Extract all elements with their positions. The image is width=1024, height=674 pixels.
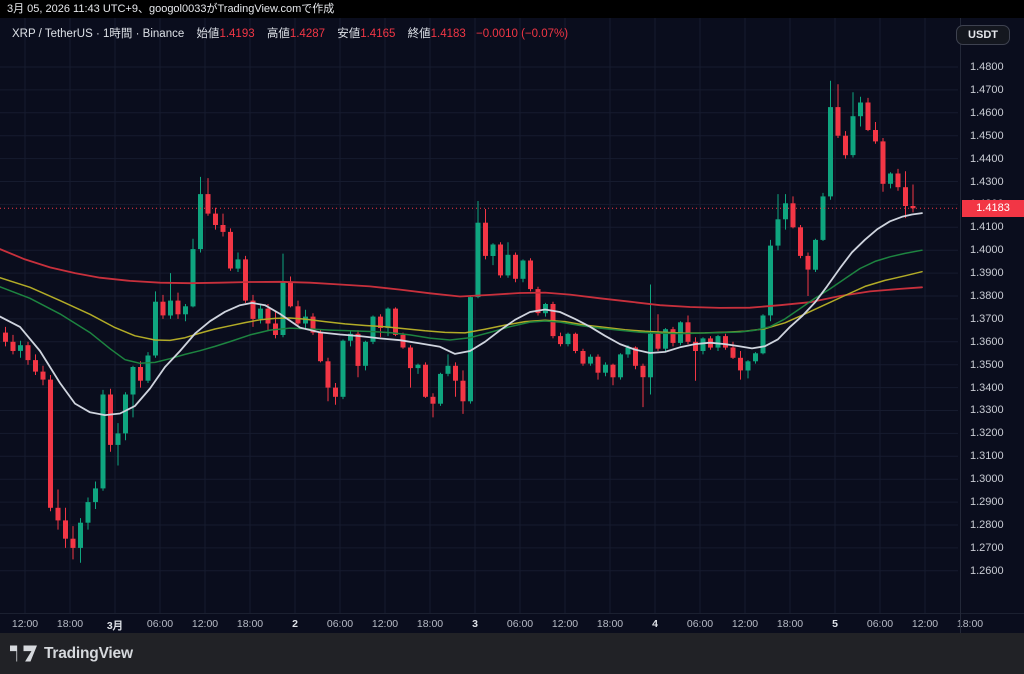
tradingview-logo-link[interactable]: TradingView <box>10 643 133 664</box>
time-tick-label: 2 <box>292 618 298 630</box>
time-tick-label: 18:00 <box>776 618 804 630</box>
price-chart[interactable] <box>0 18 1024 613</box>
time-tick-label: 06:00 <box>326 618 354 630</box>
price-tick-label: 1.3000 <box>970 473 1004 485</box>
time-tick-label: 18:00 <box>956 618 984 630</box>
time-tick-label: 3月 <box>106 620 124 632</box>
symbol-name: XRP / TetherUS <box>12 28 93 40</box>
price-tick-label: 1.3300 <box>970 404 1004 416</box>
attribution-text: 3月 05, 2026 11:43 UTC+9、googol0033がTradi… <box>7 3 335 15</box>
price-tick-label: 1.4800 <box>970 61 1004 73</box>
time-tick-label: 12:00 <box>911 618 939 630</box>
tradingview-logo-icon <box>10 645 37 662</box>
open-value: 1.4193 <box>219 28 255 40</box>
low-group: 安値1.4165 <box>337 28 395 40</box>
time-tick-label: 4 <box>652 618 658 630</box>
open-group: 始値1.4193 <box>196 28 254 40</box>
symbol-legend: XRP / TetherUS · 1時間 · Binance 始値1.4193 … <box>12 25 568 41</box>
legend-separator: · <box>95 28 100 40</box>
low-label: 安値 <box>337 28 361 40</box>
close-value: 1.4183 <box>430 28 466 40</box>
footer-bar: TradingView <box>0 633 1024 674</box>
price-tick-label: 1.3400 <box>970 382 1004 394</box>
price-tick-label: 1.3700 <box>970 313 1004 325</box>
time-tick-label: 3 <box>472 618 478 630</box>
time-tick-label: 18:00 <box>596 618 624 630</box>
price-tick-label: 1.3200 <box>970 427 1004 439</box>
time-tick-label: 18:00 <box>236 618 264 630</box>
currency-toggle-button[interactable]: USDT <box>956 25 1010 45</box>
interval-label: 1時間 <box>103 28 133 40</box>
close-label: 終値 <box>407 28 431 40</box>
price-tick-label: 1.2800 <box>970 519 1004 531</box>
price-tick-label: 1.4500 <box>970 130 1004 142</box>
current-price-badge: 1.4183 <box>962 200 1024 217</box>
time-tick-label: 18:00 <box>56 618 84 630</box>
price-axis[interactable]: 1.48001.47001.46001.45001.44001.43001.42… <box>960 18 1024 633</box>
high-value: 1.4287 <box>289 28 326 40</box>
price-tick-label: 1.4400 <box>970 153 1004 165</box>
price-tick-label: 1.2700 <box>970 542 1004 554</box>
high-group: 高値1.4287 <box>267 28 325 40</box>
time-tick-label: 18:00 <box>416 618 444 630</box>
time-tick-label: 06:00 <box>866 618 894 630</box>
time-tick-label: 5 <box>832 618 838 630</box>
price-tick-label: 1.3800 <box>970 290 1004 302</box>
price-tick-label: 1.3900 <box>970 267 1004 279</box>
time-tick-label: 12:00 <box>551 618 579 630</box>
open-label: 始値 <box>196 28 220 40</box>
time-axis[interactable]: 12:00 18:00 3月 06:00 12:00 18:00 2 06:00 12:00 18… <box>0 613 1024 633</box>
time-tick-label: 06:00 <box>506 618 534 630</box>
price-tick-label: 1.2900 <box>970 496 1004 508</box>
price-tick-label: 1.2600 <box>970 565 1004 577</box>
tradingview-brand-text: TradingView <box>44 644 133 662</box>
time-tick-label: 06:00 <box>686 618 714 630</box>
legend-separator: · <box>135 28 140 40</box>
exchange-label: Binance <box>142 28 185 40</box>
price-tick-label: 1.4100 <box>970 221 1004 233</box>
price-tick-label: 1.4700 <box>970 84 1004 96</box>
price-tick-label: 1.3100 <box>970 450 1004 462</box>
time-tick-label: 12:00 <box>11 618 39 630</box>
low-value: 1.4165 <box>360 28 396 40</box>
close-group: 終値1.4183 <box>408 28 466 40</box>
price-tick-label: 1.4300 <box>970 176 1004 188</box>
time-tick-label: 06:00 <box>146 618 174 630</box>
time-tick-label: 12:00 <box>191 618 219 630</box>
price-tick-label: 1.4600 <box>970 107 1004 119</box>
high-label: 高値 <box>266 28 290 40</box>
time-tick-label: 12:00 <box>371 618 399 630</box>
price-tick-label: 1.3500 <box>970 359 1004 371</box>
price-tick-label: 1.4000 <box>970 244 1004 256</box>
time-tick-label: 12:00 <box>731 618 759 630</box>
change-value: −0.0010 (−0.07%) <box>476 28 569 40</box>
price-tick-label: 1.3600 <box>970 336 1004 348</box>
snapshot-attribution-bar: 3月 05, 2026 11:43 UTC+9、googol0033がTradi… <box>0 0 1024 18</box>
